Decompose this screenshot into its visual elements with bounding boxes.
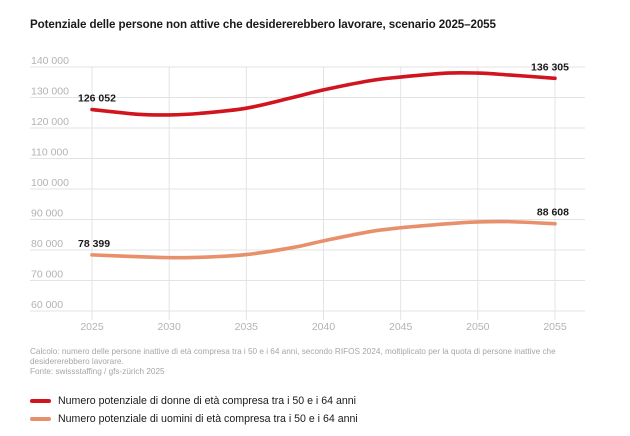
calculation-note: Calcolo: numero delle persone inattive d… [30,347,556,367]
legend-swatch-women [30,399,51,403]
x-tick-label: 2040 [312,321,336,333]
legend-label-women: Numero potenziale di donne di età compre… [58,395,356,407]
y-tick-label: 60 000 [31,299,63,311]
x-tick-label: 2045 [389,321,413,333]
y-tick-label: 70 000 [31,269,63,281]
x-tick-label: 2035 [235,321,259,333]
legend-swatch-men [30,417,51,421]
data-label: 88 608 [537,207,569,219]
x-tick-label: 2050 [466,321,490,333]
x-tick-label: 2025 [80,321,104,333]
data-label: 136 305 [531,61,569,73]
series-line-women [90,70,557,117]
legend-item-women: Numero potenziale di donne di età compre… [30,392,358,410]
x-tick-label: 2055 [543,321,567,333]
series-line-men [90,219,557,260]
chart-legend: Numero potenziale di donne di età compre… [30,392,358,428]
y-tick-label: 120 000 [31,116,69,128]
data-label: 126 052 [78,93,116,105]
line-chart: 60 000 70 000 80 000 90 000 100 000 110 000 12… [30,55,585,333]
y-tick-label: 130 000 [31,86,69,98]
legend-item-men: Numero potenziale di uomini di età compr… [30,410,358,428]
legend-label-men: Numero potenziale di uomini di età compr… [58,413,358,425]
source-note: Fonte: swissstaffing / gfs-zürich 2025 [30,367,165,377]
y-tick-label: 110 000 [31,147,68,159]
y-tick-label: 80 000 [31,238,63,250]
y-tick-label: 100 000 [31,177,69,189]
y-tick-label: 90 000 [31,208,63,220]
y-tick-label: 140 000 [31,55,69,67]
data-label: 78 399 [78,238,110,250]
chart-notes: Calcolo: numero delle persone inattive d… [30,347,590,378]
chart-title: Potenziale delle persone non attive che … [30,18,496,31]
x-tick-label: 2030 [157,321,181,333]
